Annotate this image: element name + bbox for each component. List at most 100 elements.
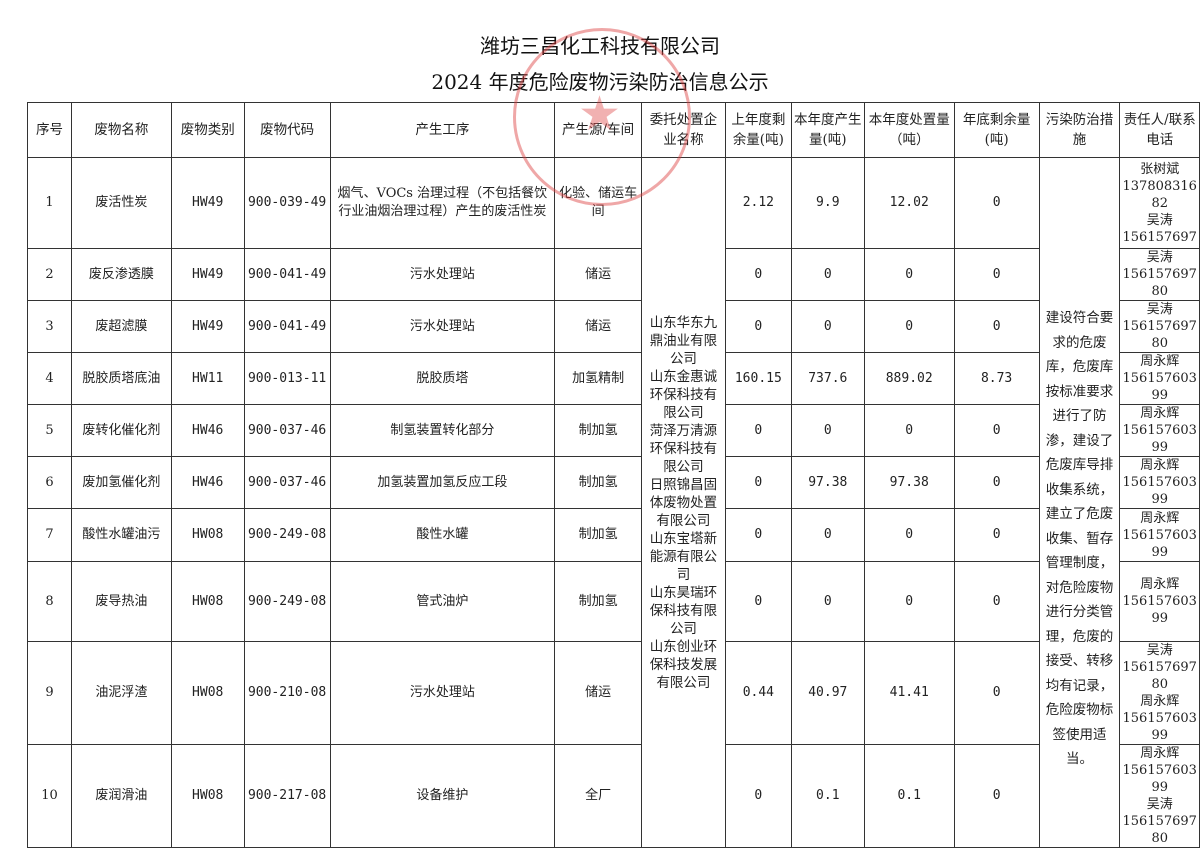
cell-no: 4: [27, 352, 72, 405]
cell-prev: 0: [724, 508, 792, 562]
contact-text: 周永辉 156157603 99: [1122, 510, 1197, 560]
table-row: 1 废活性炭 HW49 900-039-49 烟气、VOCs 治理过程（不包括餐饮行业油…: [27, 157, 1200, 848]
cell-contact: 吴涛 156157697 80 周永辉 156157603 99: [1119, 641, 1200, 745]
cell-process: 污水处理站: [329, 300, 556, 353]
cell-contact: 周永辉 156157603 99: [1119, 561, 1200, 642]
header-measures: 污染防治措施: [1038, 102, 1121, 158]
table-row: 8 废导热油 HW08 900-249-08 管式油炉 制加氢 0 0 0 0 周永辉 156157…: [27, 561, 1200, 642]
cell-code: 900-037-46: [243, 456, 331, 509]
header-contact: 责任人/联系电话: [1119, 102, 1200, 158]
header-no: 序号: [27, 102, 72, 158]
header-category: 废物类别: [170, 102, 245, 158]
disposal-companies-text: 山东华东九鼎油业有限公司 山东金惠诚环保科技有限公司 菏泽万清源环保科技有限公司…: [649, 314, 718, 691]
cell-category: HW08: [170, 641, 245, 745]
cell-code: 900-217-08: [243, 744, 331, 848]
cell-remaining: 8.73: [953, 352, 1040, 405]
cell-prev: 0: [724, 456, 792, 509]
cell-code: 900-041-49: [243, 300, 331, 353]
cell-disposed: 0: [863, 508, 955, 562]
cell-source: 制加氢: [554, 404, 643, 457]
table-row: 3 废超滤膜 HW49 900-041-49 污水处理站 储运 0 0 0 0 吴涛 1561576…: [27, 300, 1200, 353]
header-code: 废物代码: [243, 102, 331, 158]
cell-process: 污水处理站: [329, 641, 556, 745]
cell-name: 废超滤膜: [70, 300, 172, 353]
cell-remaining: 0: [953, 300, 1040, 353]
cell-name: 脱胶质塔底油: [70, 352, 172, 405]
table-row: 2 废反渗透膜 HW49 900-041-49 污水处理站 储运 0 0 0 0 吴涛 156157…: [27, 248, 1200, 301]
cell-code: 900-037-46: [243, 404, 331, 457]
header-name: 废物名称: [70, 102, 172, 158]
table-row: 7 酸性水罐油污 HW08 900-249-08 酸性水罐 制加氢 0 0 0 0 周永辉 1561…: [27, 508, 1200, 562]
header-produced: 本年度产生量(吨): [790, 102, 865, 158]
cell-category: HW49: [170, 157, 245, 249]
cell-code: 900-041-49: [243, 248, 331, 301]
cell-contact: 张树斌 137808316 82 吴涛 156157697: [1119, 157, 1200, 249]
cell-prev: 0: [724, 300, 792, 353]
cell-produced: 97.38: [790, 456, 865, 509]
cell-source: 加氢精制: [554, 352, 643, 405]
cell-produced: 0: [790, 300, 865, 353]
cell-remaining: 0: [953, 508, 1040, 562]
cell-produced: 0: [790, 561, 865, 642]
contact-text: 周永辉 156157603 99 吴涛 156157697 80: [1122, 746, 1197, 846]
cell-category: HW08: [170, 508, 245, 562]
cell-process: 烟气、VOCs 治理过程（不包括餐饮行业油烟治理过程）产生的废活性炭: [329, 157, 556, 249]
cell-no: 6: [27, 456, 72, 509]
cell-name: 废活性炭: [70, 157, 172, 249]
hazardous-waste-table: 序号 废物名称 废物类别 废物代码 产生工序 产生源/车间 委托处置企业名称 上年度剩余量(吨…: [27, 102, 1200, 848]
cell-name: 废转化催化剂: [70, 404, 172, 457]
cell-source: 储运: [554, 248, 643, 301]
contact-text: 周永辉 156157603 99: [1122, 458, 1197, 507]
cell-process: 设备维护: [329, 744, 556, 848]
cell-produced: 0.1: [790, 744, 865, 848]
cell-produced: 0: [790, 248, 865, 301]
cell-disposed: 12.02: [863, 157, 955, 249]
cell-no: 9: [27, 641, 72, 745]
cell-source: 储运: [554, 641, 643, 745]
contact-text: 周永辉 156157603 99: [1122, 406, 1197, 455]
cell-prev: 0: [724, 561, 792, 642]
cell-contact: 吴涛 156157697 80: [1119, 300, 1200, 353]
cell-category: HW46: [170, 404, 245, 457]
cell-prev: 0: [724, 248, 792, 301]
cell-no: 8: [27, 561, 72, 642]
cell-name: 废导热油: [70, 561, 172, 642]
cell-category: HW08: [170, 744, 245, 848]
cell-produced: 9.9: [790, 157, 865, 249]
cell-category: HW08: [170, 561, 245, 642]
cell-no: 1: [27, 157, 72, 249]
header-disposed: 本年度处置量（吨）: [863, 102, 955, 158]
cell-prev: 0.44: [724, 641, 792, 745]
contact-text: 吴涛 156157697 80: [1122, 250, 1197, 299]
cell-name: 废润滑油: [70, 744, 172, 848]
cell-remaining: 0: [953, 157, 1040, 249]
cell-source: 制加氢: [554, 456, 643, 509]
cell-name: 酸性水罐油污: [70, 508, 172, 562]
cell-category: HW49: [170, 248, 245, 301]
header-prev: 上年度剩余量(吨): [724, 102, 792, 158]
contact-text: 周永辉 156157603 99: [1122, 577, 1197, 626]
header-process: 产生工序: [329, 102, 556, 158]
table-row: 4 脱胶质塔底油 HW11 900-013-11 脱胶质塔 加氢精制 160.15 737.6…: [27, 352, 1200, 405]
cell-remaining: 0: [953, 456, 1040, 509]
cell-produced: 0: [790, 404, 865, 457]
cell-category: HW11: [170, 352, 245, 405]
cell-disposed: 0: [863, 248, 955, 301]
header-remaining: 年底剩余量(吨): [953, 102, 1040, 158]
cell-disposed: 41.41: [863, 641, 955, 745]
contact-text: 周永辉 156157603 99: [1122, 354, 1197, 403]
document-title: 2024 年度危险废物污染防治信息公示: [431, 70, 769, 94]
cell-disposed: 0: [863, 404, 955, 457]
cell-code: 900-013-11: [243, 352, 331, 405]
cell-prev: 160.15: [724, 352, 792, 405]
cell-no: 7: [27, 508, 72, 562]
cell-produced: 737.6: [790, 352, 865, 405]
cell-remaining: 0: [953, 561, 1040, 642]
cell-prev: 0: [724, 404, 792, 457]
cell-prev: 2.12: [724, 157, 792, 249]
cell-no: 10: [27, 744, 72, 848]
cell-contact: 周永辉 156157603 99: [1119, 456, 1200, 509]
cell-contact: 周永辉 156157603 99 吴涛 156157697 80: [1119, 744, 1200, 848]
cell-code: 900-249-08: [243, 508, 331, 562]
pollution-measures: 建设符合要求的危废库，危废库按标准要求进行了防渗，建设了危废库导排收集系统，建立…: [1038, 157, 1121, 848]
